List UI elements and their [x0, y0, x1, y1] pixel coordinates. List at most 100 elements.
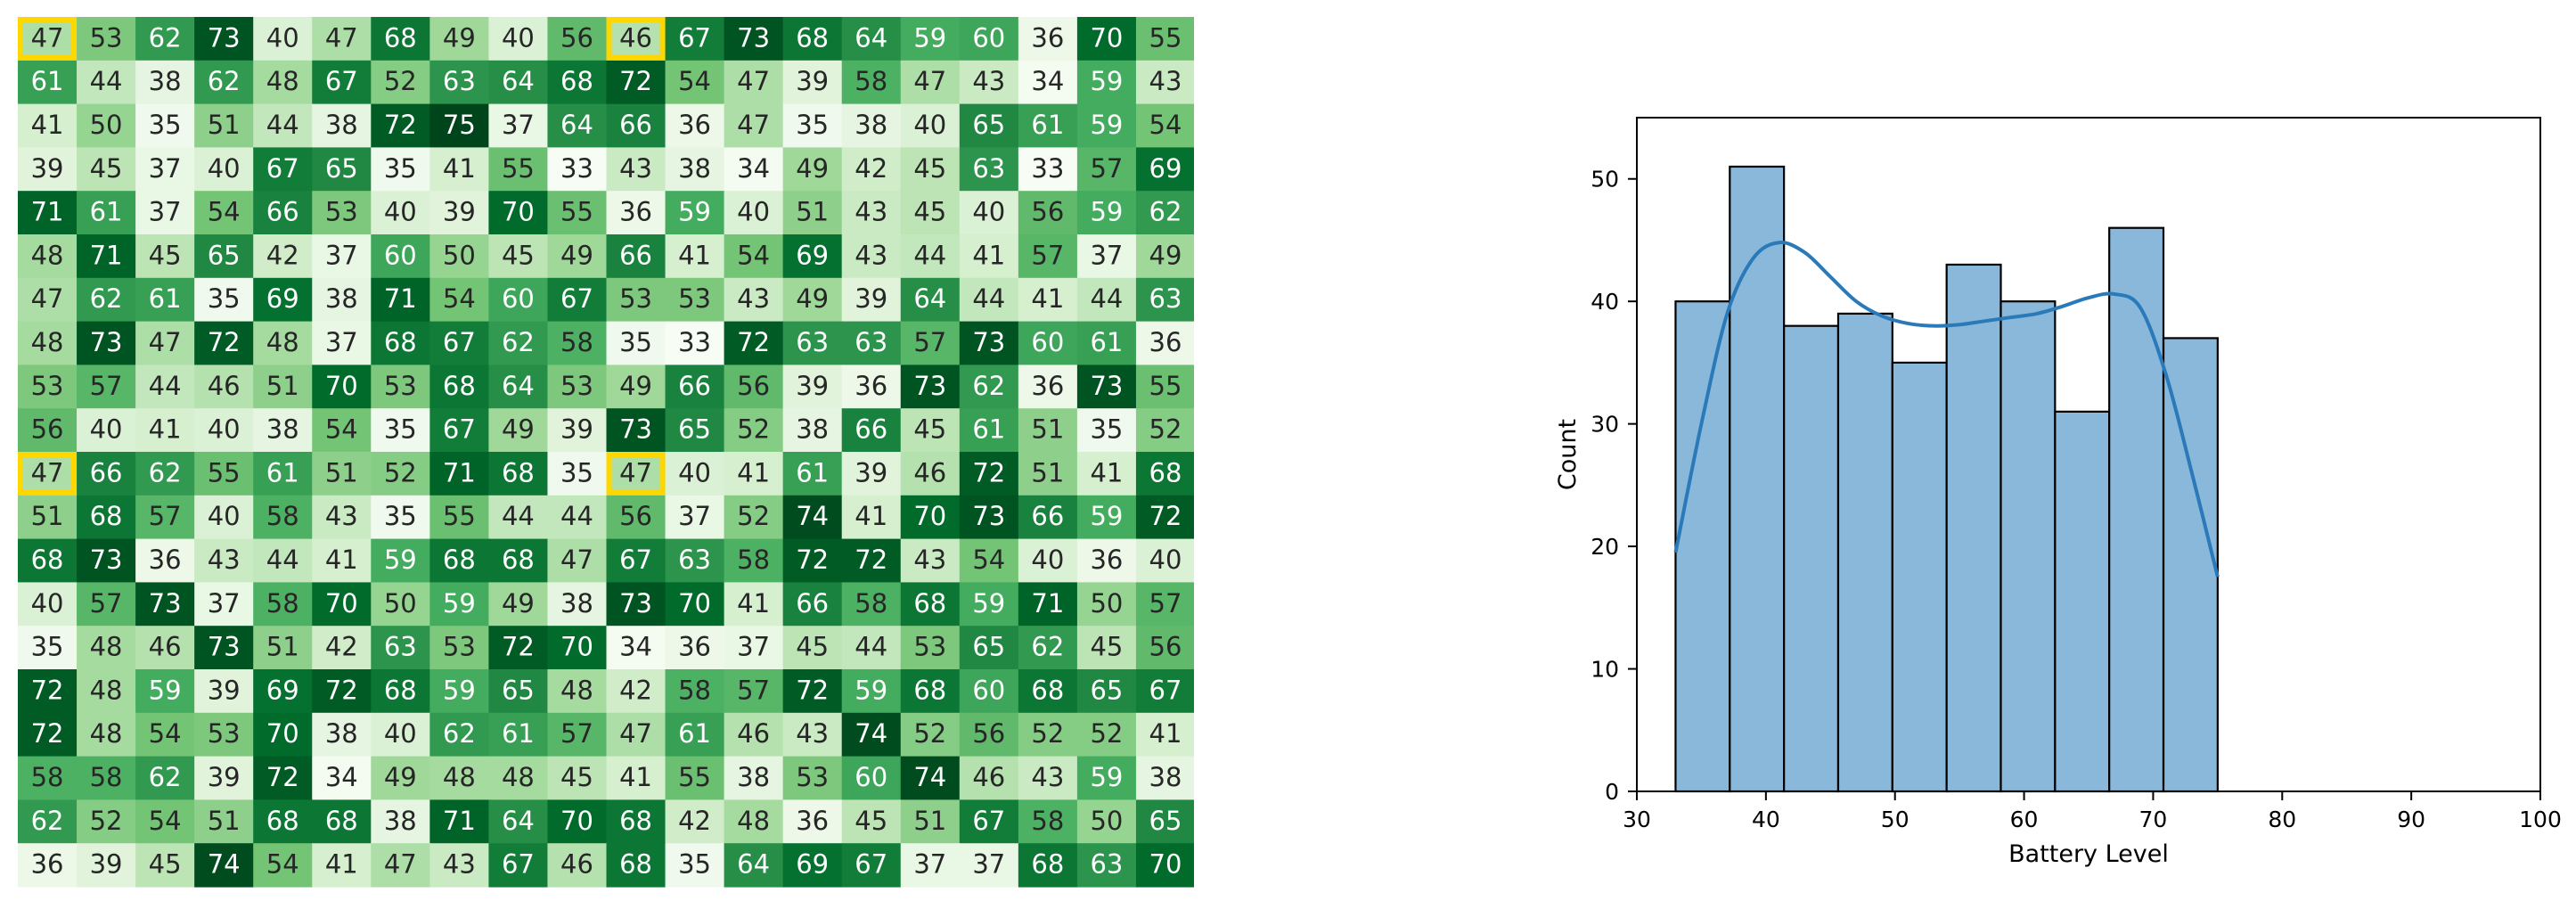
heatmap-cell [371, 103, 430, 148]
heatmap-cell [1135, 452, 1194, 496]
heatmap-cell [841, 147, 902, 192]
heatmap-cell-label: 38 [678, 153, 711, 184]
heatmap-cell [900, 452, 961, 496]
heatmap-cell [429, 538, 489, 583]
heatmap-cell-label: 61 [266, 457, 299, 487]
heatmap-cell-label: 58 [1031, 806, 1064, 836]
heatmap-cell [841, 712, 902, 758]
heatmap-cell [724, 277, 784, 323]
heatmap-cell [488, 321, 549, 365]
heatmap-cell [253, 234, 313, 279]
heatmap-cell [1076, 495, 1137, 540]
heatmap-cell [312, 103, 372, 148]
heatmap-cell [1076, 234, 1137, 279]
heatmap-cell-label: 72 [31, 675, 64, 705]
heatmap-cell-label: 68 [1031, 675, 1064, 705]
heatmap-cell-label: 61 [90, 197, 123, 227]
histogram-bar [1729, 165, 1786, 793]
heatmap-cell-label: 45 [149, 240, 182, 270]
heatmap-cell-label: 59 [384, 545, 417, 575]
heatmap-cell-label: 68 [1031, 849, 1064, 880]
heatmap-cell-label: 47 [560, 545, 593, 575]
heatmap-cell [547, 321, 608, 365]
heatmap-cell-label: 68 [90, 501, 123, 531]
heatmap-cell-label: 66 [678, 371, 711, 401]
heatmap-cell [1135, 756, 1194, 800]
heatmap-cell [665, 495, 725, 540]
heatmap-cell [782, 147, 843, 192]
heatmap-cell-label: 51 [913, 806, 946, 836]
heatmap-cell-label: 45 [502, 240, 535, 270]
heatmap-cell-label: 59 [1090, 762, 1123, 792]
heatmap-cell [429, 799, 489, 844]
heatmap-cell-label: 66 [855, 414, 887, 445]
heatmap-cell [1076, 60, 1137, 105]
heatmap-cell [900, 495, 961, 540]
heatmap-cell-label: 38 [325, 110, 358, 140]
heatmap-cell-label: 53 [678, 283, 711, 314]
heatmap-cell-label: 61 [502, 718, 535, 749]
heatmap-cell-label: 64 [502, 806, 535, 836]
heatmap-cell [77, 756, 136, 800]
heatmap-cell [135, 756, 195, 800]
heatmap-cell [488, 712, 549, 758]
heatmap-cell-label: 47 [31, 283, 64, 314]
heatmap-cell [782, 712, 843, 758]
heatmap-cell-label: 60 [972, 22, 1005, 53]
heatmap-cell-label: 48 [560, 675, 593, 705]
heatmap-cell [429, 191, 489, 235]
heatmap-cell-label: 65 [678, 414, 711, 445]
heatmap-cell [253, 452, 313, 496]
heatmap-cell-label: 57 [1149, 588, 1182, 618]
heatmap-cell [547, 495, 608, 540]
heatmap-cell-label: 64 [502, 371, 535, 401]
heatmap-cell [900, 17, 961, 61]
heatmap-cell [77, 843, 136, 888]
heatmap-cell [959, 452, 1019, 496]
heatmap-cell [312, 843, 372, 888]
heatmap-cell-label: 51 [208, 110, 241, 140]
heatmap-cell [135, 843, 195, 888]
heatmap-cell [841, 452, 902, 496]
heatmap-cell [429, 626, 489, 670]
heatmap-cell [135, 669, 195, 714]
heatmap-cell [724, 756, 784, 800]
heatmap-cell-label: 70 [560, 632, 593, 662]
heatmap-cell-label: 72 [737, 327, 770, 357]
heatmap-cell [194, 364, 254, 409]
heatmap-cell [959, 669, 1019, 714]
heatmap-cell [18, 408, 78, 453]
heatmap-cell-label: 73 [972, 501, 1005, 531]
heatmap-cell-label: 63 [855, 327, 887, 357]
heatmap-cell-label: 58 [678, 675, 711, 705]
heatmap-cell [841, 538, 902, 583]
heatmap-cell [194, 147, 254, 192]
heatmap-cell-label: 60 [1031, 327, 1064, 357]
heatmap-cell-label: 73 [149, 588, 182, 618]
heatmap-cell-label: 53 [208, 718, 241, 749]
heatmap-cell [194, 756, 254, 800]
heatmap-cell-label: 60 [855, 762, 887, 792]
heatmap-cell [253, 321, 313, 365]
heatmap-cell-label: 60 [502, 283, 535, 314]
heatmap-cell [194, 538, 254, 583]
heatmap-cell [959, 17, 1019, 61]
heatmap-cell [135, 712, 195, 758]
heatmap-cell-label: 72 [972, 457, 1005, 487]
heatmap-cell-label: 49 [796, 153, 829, 184]
heatmap-cell-label: 67 [443, 414, 476, 445]
heatmap-cell [665, 669, 725, 714]
heatmap-cell-label: 44 [855, 632, 887, 662]
heatmap-cell [18, 756, 78, 800]
heatmap-cell-label: 63 [1090, 849, 1123, 880]
heatmap-cell [900, 321, 961, 365]
heatmap-cell [488, 277, 549, 323]
heatmap-cell-label: 52 [737, 501, 770, 531]
heatmap-cell [1135, 799, 1194, 844]
heatmap-cell-label: 57 [913, 327, 946, 357]
heatmap-cell [782, 756, 843, 800]
heatmap-cell-label: 58 [560, 327, 593, 357]
heatmap-cell [900, 582, 961, 627]
heatmap-cell-label: 44 [972, 283, 1005, 314]
heatmap-cell [547, 538, 608, 583]
